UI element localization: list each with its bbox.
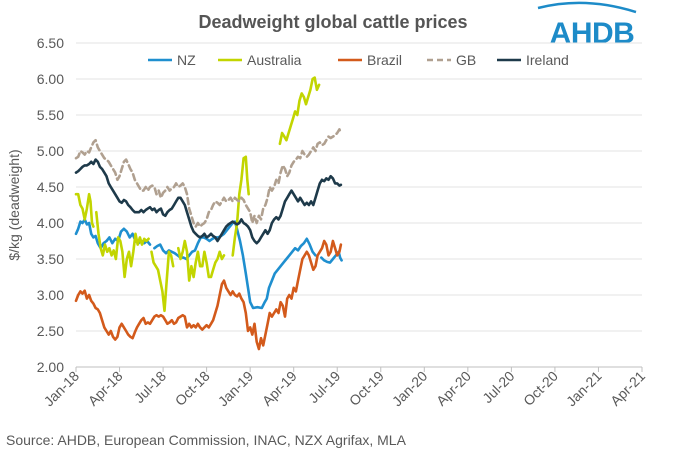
x-tick-label: Jul-19 (305, 368, 343, 406)
x-tick-label: Jan-21 (563, 368, 605, 410)
y-tick-label: 6.00 (37, 71, 64, 87)
series-lines (74, 76, 343, 351)
x-tick-label: Jul-18 (131, 368, 169, 406)
legend: NZ Australia Brazil GB Ireland (148, 52, 569, 68)
y-tick-label: 2.50 (37, 323, 64, 339)
y-axis-ticks: 2.00 2.50 3.00 3.50 4.00 4.50 5.00 5.50 6.00 6.50 (37, 35, 64, 375)
x-tick-label: Oct-19 (346, 368, 387, 409)
x-axis-ticks: Jan-18 Apr-18 Jul-18 Oct-18 Jan-19 Apr-19 Jul-… (41, 367, 648, 410)
y-tick-label: 3.50 (37, 251, 64, 267)
source-note: Source: AHDB, European Commission, INAC,… (6, 432, 407, 448)
y-tick-label: 4.00 (37, 215, 64, 231)
y-tick-label: 4.50 (37, 179, 64, 195)
x-tick-label: Apr-21 (607, 368, 648, 409)
series-line-australia (74, 76, 321, 313)
chart-title: Deadweight global cattle prices (198, 12, 467, 32)
ahdb-logo: AHDB (537, 1, 637, 50)
x-tick-label: Oct-20 (520, 368, 561, 409)
series-line-ireland (74, 158, 343, 245)
y-tick-label: 3.00 (37, 287, 64, 303)
x-tick-label: Jan-19 (215, 368, 257, 410)
y-tick-label: 2.00 (37, 359, 64, 375)
x-tick-label: Oct-18 (172, 368, 213, 409)
x-tick-label: Apr-18 (85, 368, 126, 409)
series-line-gb (74, 128, 343, 228)
legend-label-ireland: Ireland (526, 52, 569, 68)
x-tick-label: Jul-20 (479, 368, 517, 406)
legend-label-australia: Australia (247, 52, 302, 68)
y-tick-label: 6.50 (37, 35, 64, 51)
y-tick-label: 5.00 (37, 143, 64, 159)
grid (76, 42, 642, 332)
x-tick-label: Apr-20 (433, 368, 474, 409)
logo-swoosh (537, 1, 637, 14)
legend-label-brazil: Brazil (367, 52, 402, 68)
x-tick-label: Jan-20 (389, 368, 431, 410)
y-tick-label: 5.50 (37, 107, 64, 123)
legend-label-gb: GB (456, 52, 476, 68)
logo-text: AHDB (550, 17, 635, 50)
legend-label-nz: NZ (177, 52, 196, 68)
y-axis-label: $/kg (deadweight) (6, 149, 22, 260)
series-line-brazil (74, 239, 343, 351)
x-tick-label: Apr-19 (259, 368, 300, 409)
